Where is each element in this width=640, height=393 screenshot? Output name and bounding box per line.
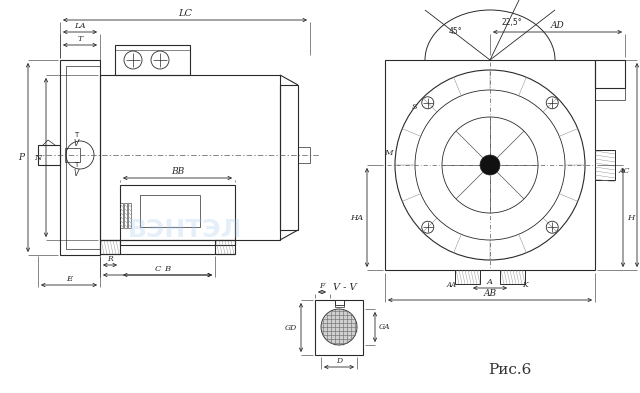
Text: LA: LA bbox=[74, 22, 86, 30]
Bar bbox=[455, 270, 480, 284]
Bar bbox=[124, 203, 127, 228]
Text: K: K bbox=[522, 281, 528, 289]
Circle shape bbox=[480, 155, 500, 175]
Bar bbox=[140, 195, 200, 227]
Text: R: R bbox=[107, 255, 113, 263]
Text: D: D bbox=[336, 357, 342, 365]
Bar bbox=[595, 150, 615, 180]
Bar bbox=[595, 60, 625, 88]
Bar bbox=[38, 145, 60, 165]
Text: AB: AB bbox=[483, 289, 497, 298]
Bar bbox=[335, 300, 344, 305]
Text: M: M bbox=[384, 149, 392, 157]
Text: 22,5°: 22,5° bbox=[502, 18, 522, 26]
Text: AC: AC bbox=[619, 167, 630, 175]
Text: AD: AD bbox=[550, 21, 564, 30]
Text: ВЭНТЭЛ: ВЭНТЭЛ bbox=[128, 218, 242, 242]
Text: A: A bbox=[487, 278, 493, 286]
Text: P: P bbox=[18, 153, 24, 162]
Text: T: T bbox=[74, 162, 78, 168]
Text: HA: HA bbox=[349, 213, 363, 222]
Text: F: F bbox=[319, 282, 324, 290]
Text: B: B bbox=[164, 265, 171, 273]
Text: BB: BB bbox=[171, 167, 184, 176]
Bar bbox=[215, 240, 235, 254]
Text: V: V bbox=[74, 169, 79, 178]
Bar bbox=[280, 85, 298, 230]
Text: GA: GA bbox=[379, 323, 390, 331]
Text: S: S bbox=[412, 103, 418, 111]
Bar bbox=[385, 60, 595, 270]
Text: LC: LC bbox=[178, 9, 192, 18]
Bar bbox=[100, 75, 280, 240]
Bar bbox=[100, 240, 120, 254]
Bar bbox=[128, 203, 131, 228]
Text: E: E bbox=[66, 275, 72, 283]
Bar bbox=[335, 300, 344, 307]
Text: C: C bbox=[154, 265, 161, 273]
Bar bbox=[60, 60, 100, 255]
Bar bbox=[115, 45, 190, 75]
Text: 45°: 45° bbox=[448, 28, 462, 37]
Bar bbox=[120, 185, 235, 245]
Bar bbox=[298, 147, 310, 163]
Text: AA: AA bbox=[447, 281, 457, 289]
Text: T: T bbox=[77, 35, 83, 43]
Bar bbox=[500, 270, 525, 284]
Bar bbox=[315, 300, 363, 355]
Text: V: V bbox=[74, 138, 79, 147]
Text: Рис.6: Рис.6 bbox=[488, 363, 532, 377]
Bar bbox=[66, 66, 100, 249]
Text: N: N bbox=[35, 154, 42, 162]
Bar bbox=[65, 148, 80, 162]
Text: GD: GD bbox=[285, 323, 297, 332]
Text: H: H bbox=[627, 213, 634, 222]
Text: T: T bbox=[74, 132, 78, 138]
Bar bbox=[120, 203, 123, 228]
Text: V - V: V - V bbox=[333, 283, 356, 292]
Circle shape bbox=[321, 309, 357, 345]
Bar bbox=[595, 88, 625, 100]
